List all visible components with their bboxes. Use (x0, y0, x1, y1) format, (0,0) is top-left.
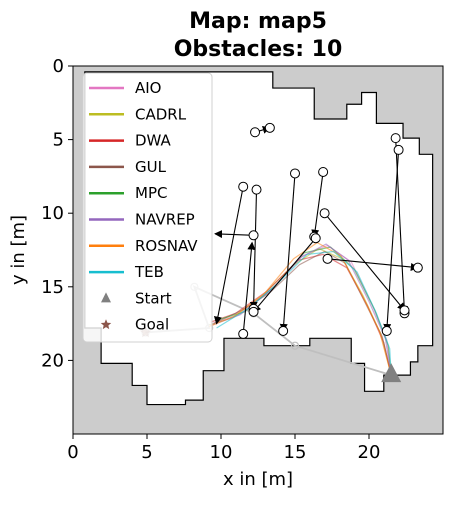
x-tick-label: 5 (141, 442, 152, 463)
y-tick-label: 5 (53, 130, 64, 151)
legend-label-dwa: DWA (135, 132, 172, 150)
legend-label-goal: Goal (135, 316, 169, 334)
obstacle-circle (393, 144, 404, 155)
x-axis-label: x in [m] (223, 469, 293, 490)
legend-label-aio: AIO (135, 79, 162, 97)
obstacle-circle (322, 253, 333, 264)
x-tick-label: 15 (284, 442, 307, 463)
obstacle-arrow (214, 230, 254, 239)
obstacle-circle (290, 168, 300, 179)
obstacle-arrow (213, 186, 244, 325)
legend-label-teb: TEB (134, 263, 164, 281)
obstacle-arrow (383, 149, 400, 332)
x-tick-label: 20 (358, 442, 381, 463)
obstacle-arrow (324, 212, 406, 312)
obstacle-arrow (311, 171, 324, 238)
obstacle-arrow (252, 237, 317, 313)
legend-label-start: Start (135, 289, 172, 307)
legend-swatch-goal (100, 319, 112, 330)
chart-title: Map: map5 (189, 9, 327, 34)
obstacle-arrow (279, 173, 296, 332)
obstacle-circle (278, 325, 289, 336)
y-tick-label: 15 (41, 277, 64, 298)
x-tick-label: 10 (210, 442, 233, 463)
y-tick-label: 10 (41, 203, 64, 224)
y-axis-ticks: 0 5 10 15 20 (41, 56, 73, 371)
legend-label-navrep: NAVREP (135, 211, 195, 229)
y-tick-label: 20 (41, 350, 64, 371)
obstacle-circle (238, 181, 249, 192)
start-marker (381, 363, 402, 383)
obstacle-circle (381, 325, 392, 336)
legend-swatch-start (101, 292, 111, 303)
x-tick-label: 0 (67, 442, 78, 463)
obstacle-arrow (242, 241, 256, 334)
obstacle-circle (390, 133, 401, 144)
obstacle-circle (412, 262, 423, 273)
legend-label-rosnav: ROSNAV (135, 237, 198, 255)
trajectory-teb (216, 250, 392, 376)
obstacle-circle (319, 208, 330, 219)
legend-label-cadrl: CADRL (135, 105, 187, 123)
obstacle-circle (264, 122, 275, 133)
obstacle-circle (251, 184, 262, 195)
obstacle-circle (248, 306, 259, 317)
obstacle-arrow-layer (213, 122, 423, 339)
obstacle-circle (248, 230, 259, 241)
obstacle-circle (238, 328, 249, 339)
legend: AIO CADRL DWA GUL MPC NAVREP ROSNAV TEB Start Goa… (82, 72, 213, 343)
plot-frame (72, 65, 444, 435)
y-axis-label: y in [m] (8, 215, 29, 285)
legend-label-gul: GUL (135, 158, 167, 176)
legend-label-mpc: MPC (135, 184, 167, 202)
obstacle-arrow (327, 258, 419, 271)
waypoint-marker (290, 341, 300, 350)
obstacle-circle (318, 166, 329, 177)
obstacle-circle (310, 233, 321, 244)
obstacle-circle (250, 127, 261, 138)
obstacle-circle (399, 305, 410, 316)
chart-subtitle: Obstacles: 10 (174, 37, 343, 62)
y-tick-label: 0 (53, 56, 64, 77)
x-axis-ticks: 0 5 10 15 20 (67, 434, 380, 463)
